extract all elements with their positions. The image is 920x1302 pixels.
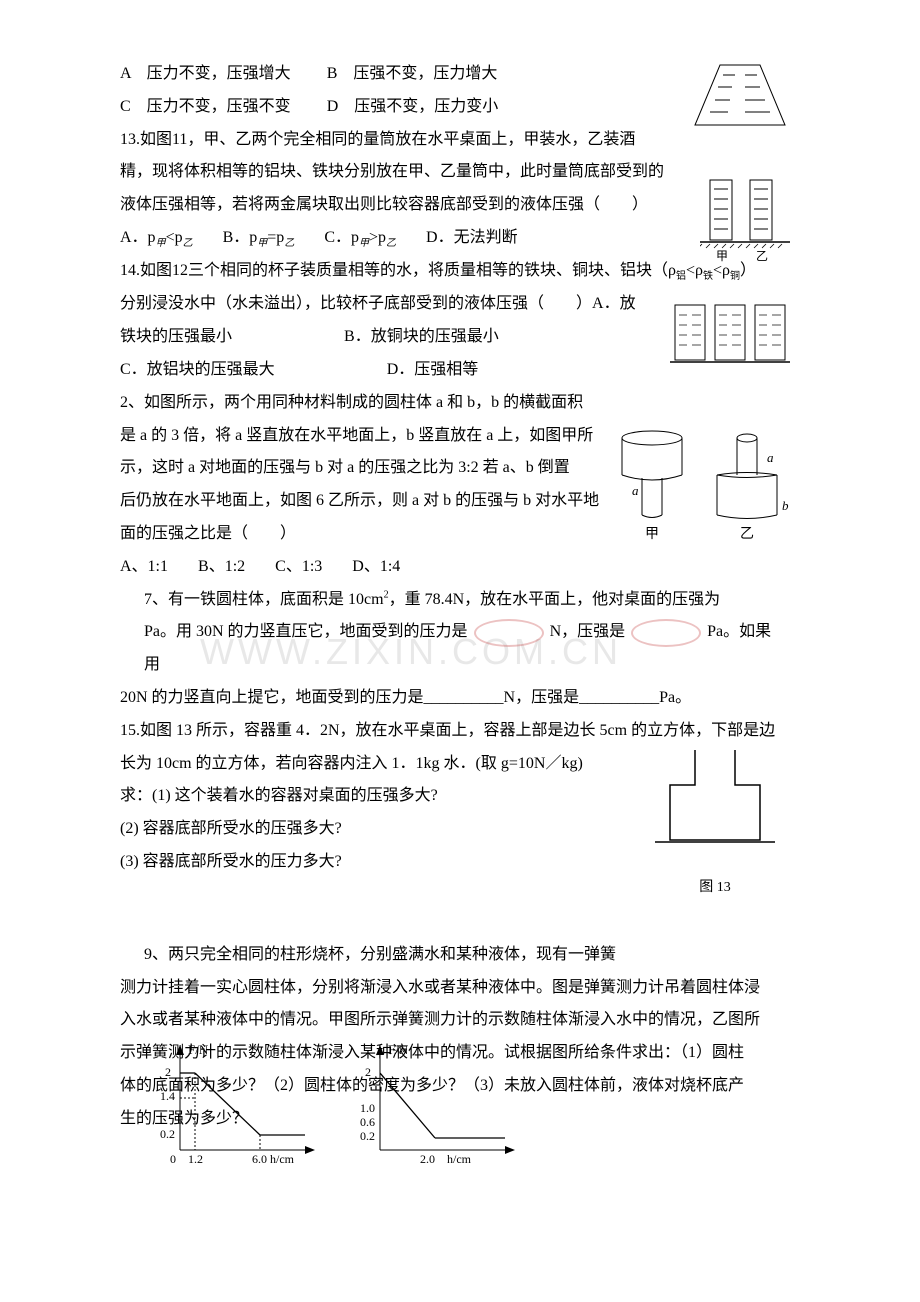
blank-circle-icon [631, 619, 701, 647]
q2-line3: 示，这时 a 对地面的压强与 b 对 a 的压强之比为 3:2 若 a、b 倒置 [120, 454, 800, 483]
q13-optC: C．p甲>p乙 [324, 224, 396, 253]
q7-line1: 7、有一铁圆柱体，底面积是 10cm2，重 78.4N，放在水平面上，他对桌面的… [120, 586, 800, 615]
q9-line1: 9、两只完全相同的柱形烧杯，分别盛满水和某种液体，现有一弹簧 [120, 941, 800, 970]
q9-line3: 入水或者某种液体中的情况。甲图所示弹簧测力计的示数随柱体渐浸入水中的情况，乙图所 [120, 1006, 800, 1035]
q2-options: A、1:1 B、1:2 C、1:3 D、1:4 [120, 553, 800, 582]
q7-line4: 20N 的力竖直向上提它，地面受到的压力是__________N，压强是____… [120, 684, 800, 713]
q12-row-2: C 压力不变，压强不变 D 压强不变，压力变小 [120, 93, 800, 122]
q12-optA: A 压力不变，压强增大 [120, 65, 291, 82]
q2-optD: D、1:4 [352, 553, 400, 582]
q2-line2: 是 a 的 3 倍，将 a 竖直放在水平地面上，b 竖直放在 a 上，如图甲所 [120, 422, 800, 451]
q13-line1: 13.如图11，甲、乙两个完全相同的量筒放在水平桌面上，甲装水，乙装酒 [120, 126, 800, 155]
q15-line4: (2) 容器底部所受水的压强多大? [120, 815, 800, 844]
q13-optB: B．p甲=p乙 [223, 224, 295, 253]
q12-optB: B 压强不变，压力增大 [327, 65, 498, 82]
q7-line3: 用 [120, 651, 800, 680]
q9-line2: 测力计挂着一实心圆柱体，分别将渐浸入水或者某种液体中。图是弹簧测力计吊着圆柱体浸 [120, 974, 800, 1003]
q2-optC: C、1:3 [275, 553, 322, 582]
q13-options: A．p甲<p乙 B．p甲=p乙 C．p甲>p乙 D．无法判断 [120, 224, 800, 253]
q9-line5: 体的底面积为多少？（2）圆柱体的密度为多少？（3）未放入圆柱体前，液体对烧杯底产 [120, 1072, 800, 1101]
q2-line5: 面的压强之比是（ ） [120, 520, 800, 549]
q12-optC: C 压力不变，压强不变 [120, 98, 291, 115]
q12-optD: D 压强不变，压力变小 [327, 98, 499, 115]
blank-circle-icon [474, 619, 544, 647]
svg-text:2.0 h/cm: 2.0 h/cm [420, 1152, 472, 1166]
q14-line3: 铁块的压强最小 B．放铜块的压强最小 [120, 323, 800, 352]
q9-line6: 生的压强为多少？ [120, 1105, 800, 1134]
q15-line5: (3) 容器底部所受水的压力多大? [120, 848, 800, 877]
q15-line2: 长为 10cm 的立方体，若向容器内注入 1．1kg 水．(取 g=10N／kg… [120, 750, 800, 779]
q2-line1: 2、如图所示，两个用同种材料制成的圆柱体 a 和 b，b 的横截面积 [120, 389, 800, 418]
q15-line1: 15.如图 13 所示，容器重 4．2N，放在水平桌面上，容器上部是边长 5cm… [120, 717, 800, 746]
q7-line2: Pa。用 30N 的力竖直压它，地面受到的压力是N，压强是Pa。如果 [120, 618, 800, 647]
q14-line1: 14.如图12三个相同的杯子装质量相等的水，将质量相等的铁块、铜块、铝块（ρ铝<… [120, 257, 800, 286]
q9-line4: 示弹簧测力计的示数随柱体渐浸入某种液体中的情况。试根据图所给条件求出：（1）圆柱 [120, 1039, 800, 1068]
q13-optD: D．无法判断 [426, 224, 518, 253]
q13-line3: 液体压强相等，若将两金属块取出则比较容器底部受到的液体压强（ ） [120, 191, 800, 220]
q2-line4: 后仍放在水平地面上，如图 6 乙所示，则 a 对 b 的压强与 b 对水平地 [120, 487, 800, 516]
svg-text:1.2: 1.2 [188, 1152, 203, 1166]
q14-line2: 分别浸没水中（水未溢出），比较杯子底部受到的液体压强（ ）A．放 [120, 290, 800, 319]
q14-line4: C．放铝块的压强最大 D．压强相等 [120, 356, 800, 385]
q13-line2: 精，现将体积相等的铝块、铁块分别放在甲、乙量筒中，此时量筒底部受到的 [120, 158, 800, 187]
q2-optB: B、1:2 [198, 553, 245, 582]
q2-optA: A、1:1 [120, 553, 168, 582]
q12-row-1: A 压力不变，压强增大 B 压强不变，压力增大 [120, 60, 800, 89]
q15-line3: 求：(1) 这个装着水的容器对桌面的压强多大? [120, 782, 800, 811]
svg-text:0: 0 [170, 1152, 176, 1166]
svg-text:6.0 h/cm: 6.0 h/cm [252, 1152, 295, 1166]
q13-optA: A．p甲<p乙 [120, 224, 193, 253]
